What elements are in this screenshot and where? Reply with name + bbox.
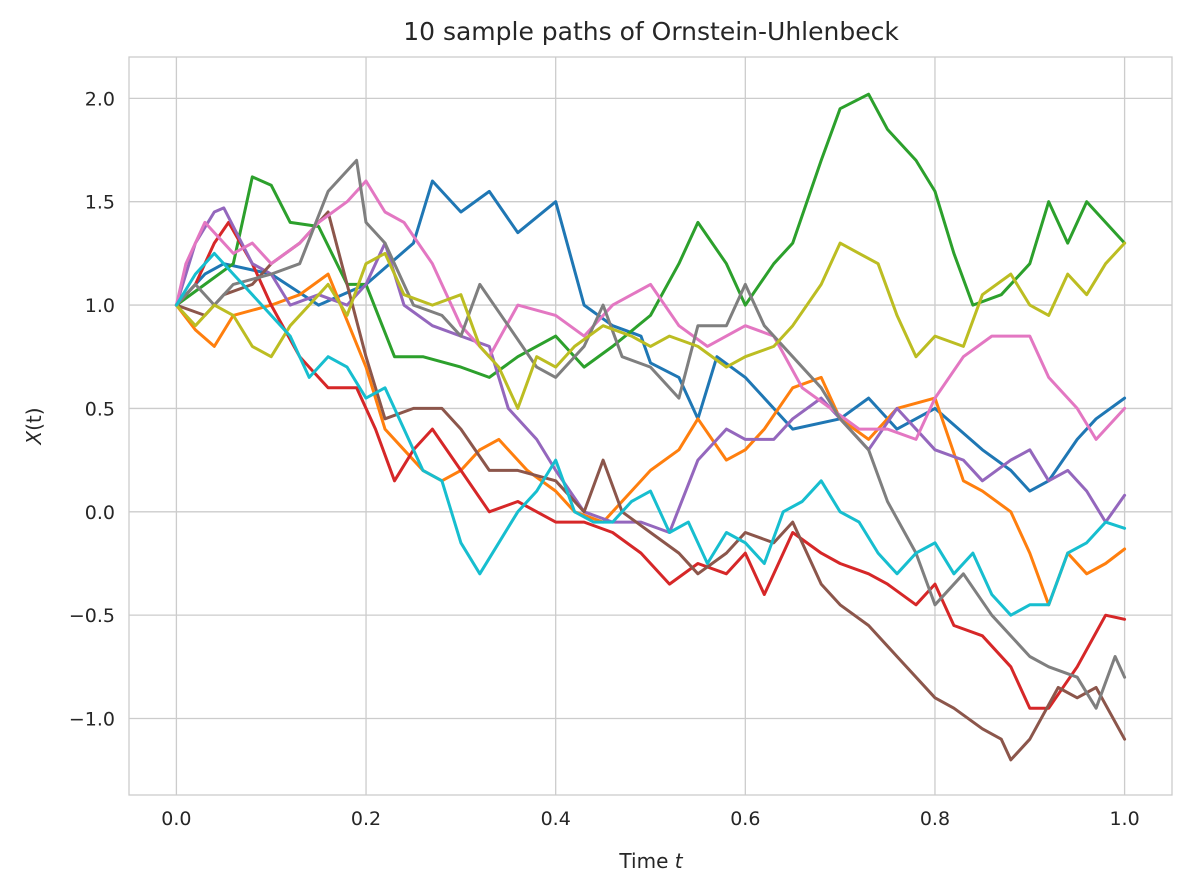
series-line-6 xyxy=(174,210,1127,762)
y-tick-label: −1.0 xyxy=(69,709,115,731)
x-tick-label: 1.0 xyxy=(1109,808,1139,830)
chart-title: 10 sample paths of Ornstein-Uhlenbeck xyxy=(403,17,899,46)
y-axis-label: X(t) xyxy=(22,407,46,445)
series-line-10 xyxy=(174,251,1127,617)
series-line-2 xyxy=(174,272,1127,607)
y-tick-label: 2.0 xyxy=(85,88,115,110)
series-line-5 xyxy=(174,206,1127,534)
x-tick-label: 0.0 xyxy=(161,808,191,830)
x-tick-label: 0.8 xyxy=(920,808,950,830)
y-tick-labels: −1.0 −0.5 0.0 0.5 1.0 1.5 2.0 xyxy=(69,88,115,730)
x-tick-label: 0.6 xyxy=(730,808,760,830)
series-line-3 xyxy=(174,92,1127,379)
grid-lines xyxy=(129,57,1172,795)
y-tick-label: −0.5 xyxy=(69,605,115,627)
x-axis-label-prefix: Time xyxy=(618,849,674,873)
series-line-7 xyxy=(174,179,1127,441)
series-line-8 xyxy=(174,158,1127,710)
x-tick-labels: 0.0 0.2 0.4 0.6 0.8 1.0 xyxy=(161,808,1139,830)
x-tick-label: 0.2 xyxy=(351,808,381,830)
y-tick-label: 0.0 xyxy=(85,502,115,524)
y-tick-label: 1.5 xyxy=(85,192,115,214)
y-axis-label-suffix: (t) xyxy=(22,407,46,430)
series-line-9 xyxy=(174,241,1127,410)
x-axis-label-var: t xyxy=(675,849,684,873)
x-tick-label: 0.4 xyxy=(541,808,571,830)
y-tick-label: 1.0 xyxy=(85,295,115,317)
y-axis-label-var: X xyxy=(22,430,46,446)
x-axis-label: Time t xyxy=(618,849,683,873)
series-group xyxy=(174,92,1127,762)
series-line-1 xyxy=(174,179,1127,493)
y-tick-label: 0.5 xyxy=(85,398,115,420)
plot-frame xyxy=(128,56,1173,796)
